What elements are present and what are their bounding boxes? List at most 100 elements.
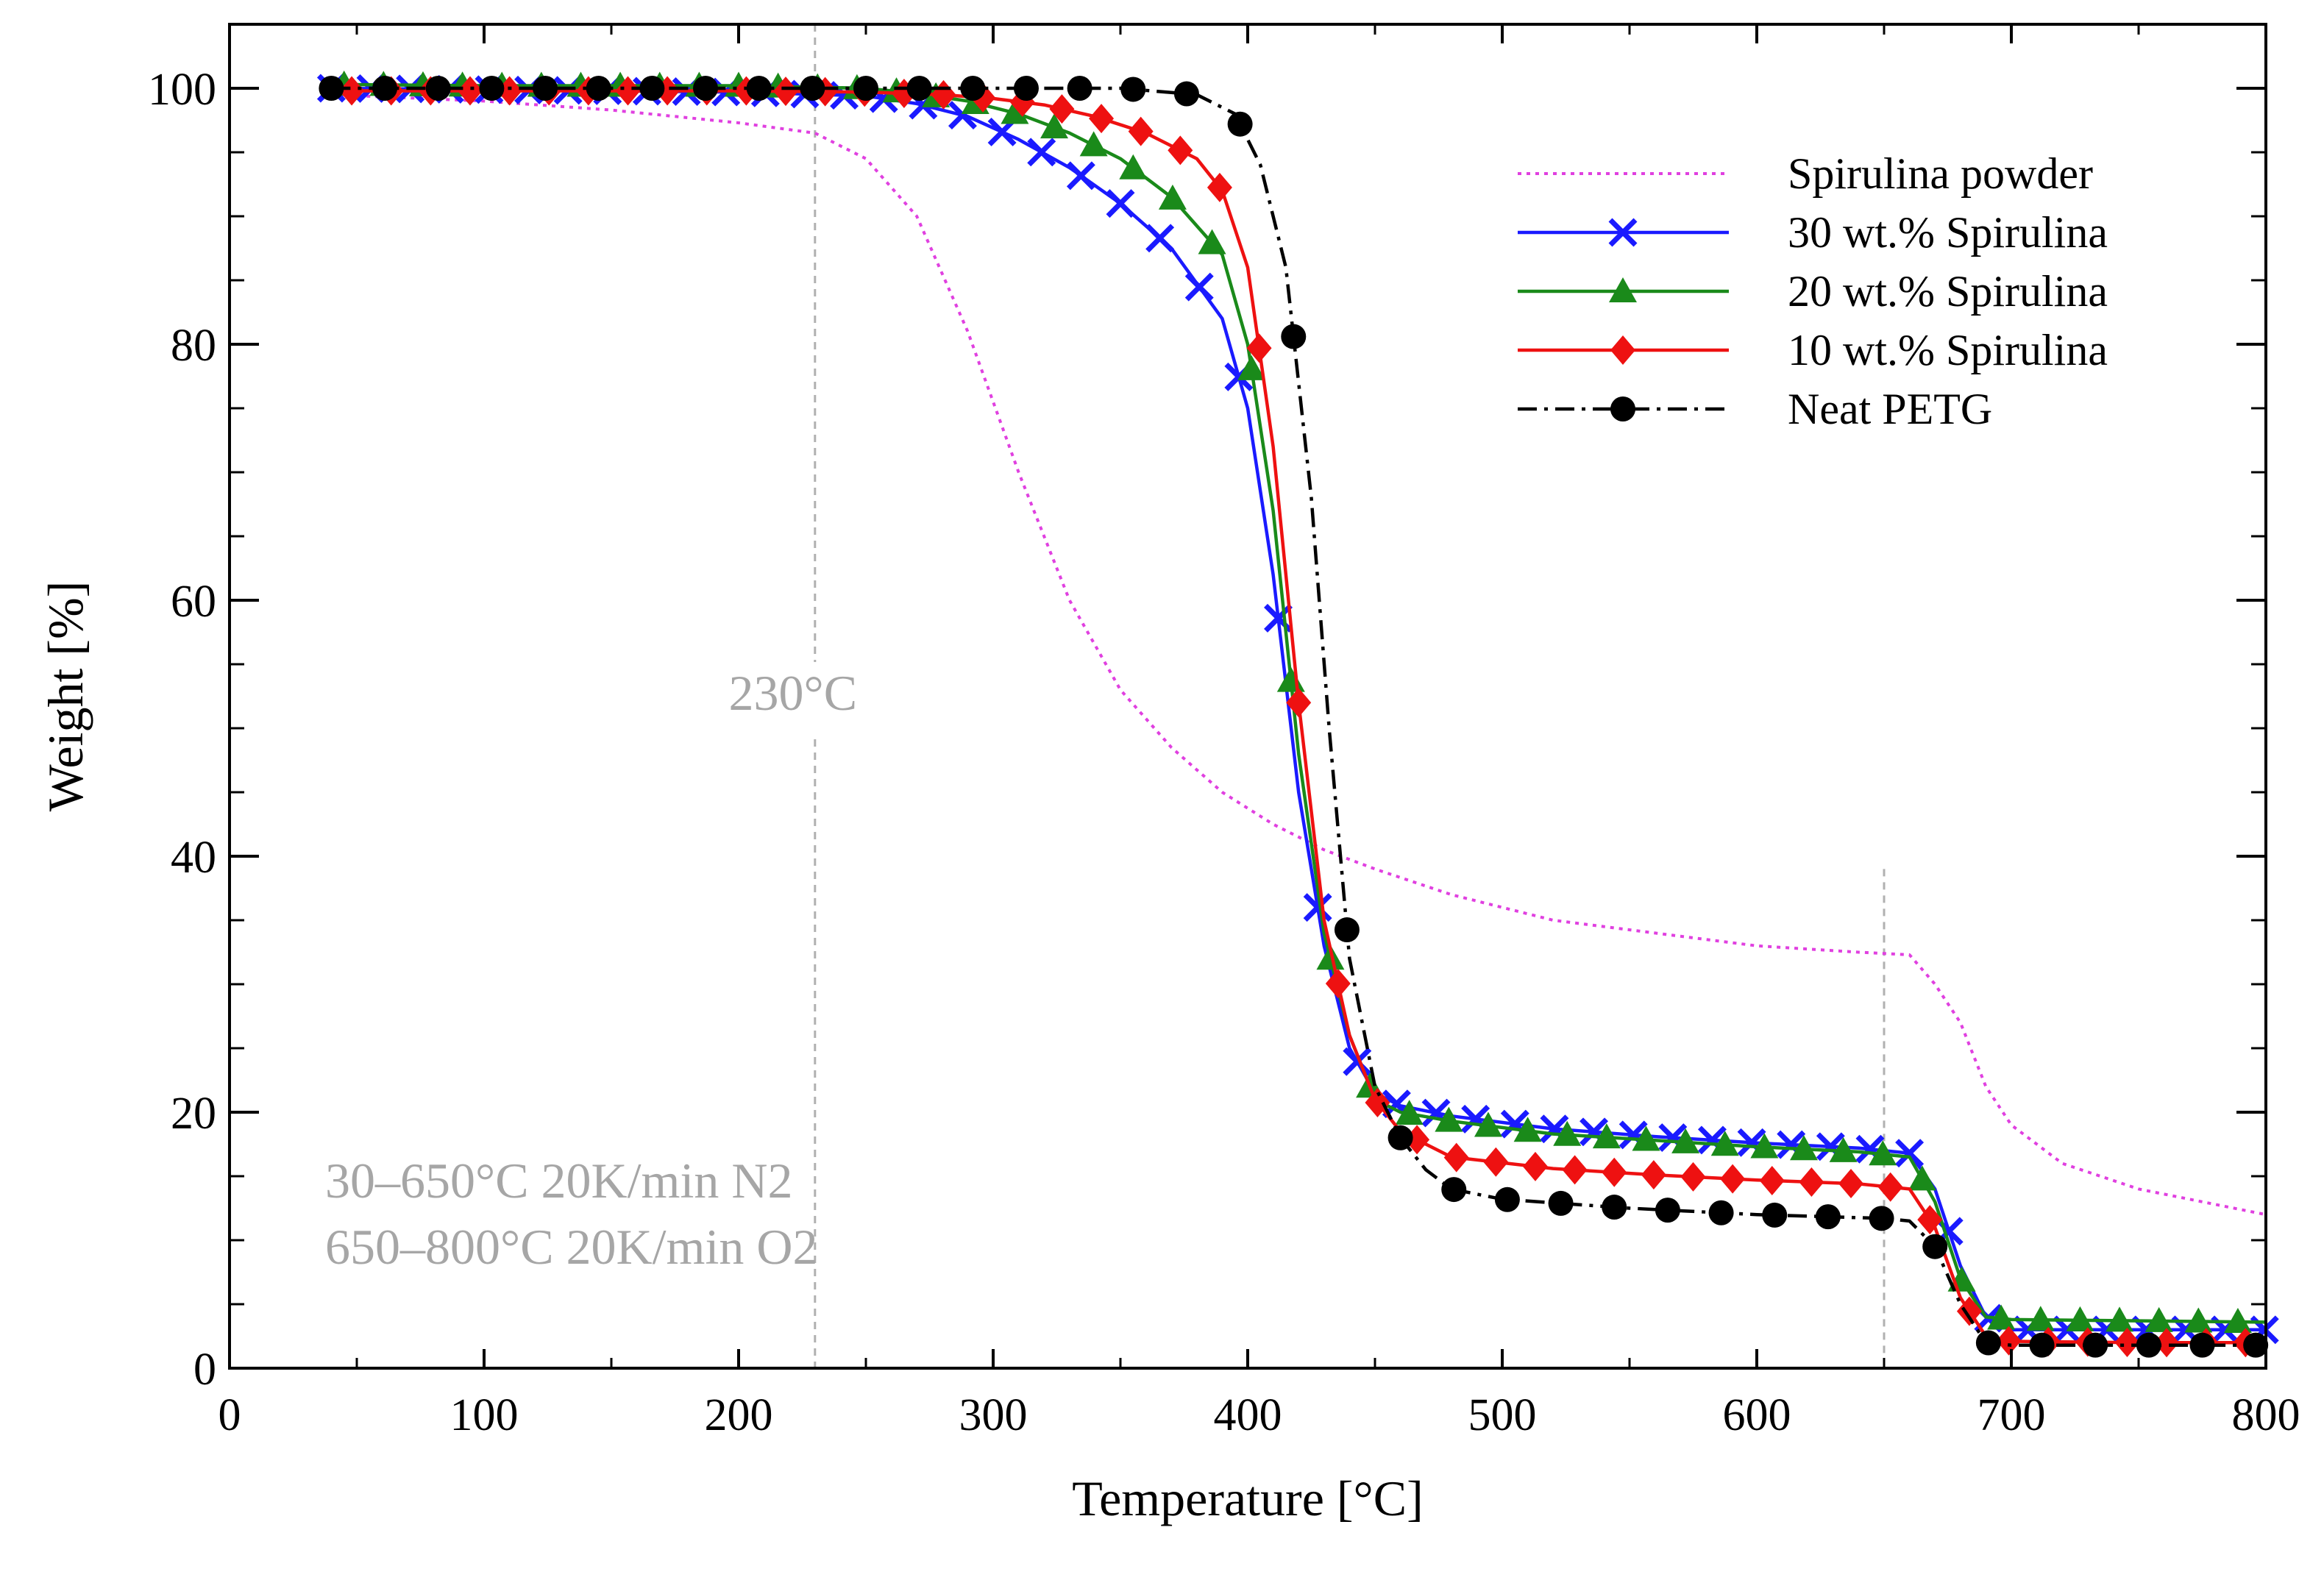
data-point-marker bbox=[1720, 1164, 1746, 1194]
x-tick-label: 200 bbox=[705, 1390, 773, 1440]
annotation-conditions-n2: 30–650°C 20K/min N2 bbox=[325, 1153, 792, 1209]
legend-label: 30 wt.% Spirulina bbox=[1788, 208, 2108, 257]
data-point-marker bbox=[906, 76, 932, 101]
annotation-230c-background bbox=[689, 662, 911, 736]
data-point-marker bbox=[533, 76, 558, 101]
data-point-marker bbox=[2083, 1332, 2108, 1358]
data-point-marker bbox=[1815, 1204, 1841, 1230]
y-tick-label: 40 bbox=[171, 833, 216, 883]
data-point-marker bbox=[1829, 1136, 1858, 1162]
y-tick-label: 60 bbox=[171, 577, 216, 627]
x-tick-label: 700 bbox=[1977, 1390, 2046, 1440]
data-point-marker bbox=[1128, 116, 1154, 146]
data-point-marker bbox=[339, 76, 365, 106]
legend-item: Spirulina powder bbox=[1518, 149, 2093, 198]
data-point-marker bbox=[1441, 1177, 1467, 1203]
data-point-marker bbox=[1956, 1296, 1982, 1326]
data-point-marker bbox=[1548, 1190, 1574, 1216]
series-4 bbox=[319, 76, 2269, 1358]
legend-marker bbox=[1608, 218, 1638, 247]
data-point-marker bbox=[773, 77, 799, 107]
data-point-marker bbox=[1246, 333, 1272, 363]
annotation-230c-box: 230°C bbox=[689, 662, 911, 736]
data-point-marker bbox=[1908, 1165, 1936, 1191]
data-point-marker bbox=[1671, 1128, 1700, 1153]
data-point-marker bbox=[931, 79, 956, 110]
data-point-marker bbox=[2184, 1307, 2213, 1333]
legend-label: 20 wt.% Spirulina bbox=[1788, 267, 2108, 316]
y-tick-label: 0 bbox=[193, 1345, 216, 1395]
data-point-marker bbox=[1443, 1142, 1469, 1173]
data-point-marker bbox=[960, 76, 986, 101]
data-point-marker bbox=[1522, 1151, 1548, 1181]
data-point-marker bbox=[479, 76, 505, 101]
data-point-marker bbox=[1286, 688, 1312, 718]
legend-marker bbox=[1610, 335, 1635, 365]
data-point-marker bbox=[1066, 161, 1095, 191]
data-point-marker bbox=[1237, 355, 1266, 380]
data-point-marker bbox=[1040, 113, 1069, 139]
data-point-marker bbox=[2026, 1306, 2055, 1331]
axis-ticks: 0 100 200 300 400 500 600 700 800 0 20 40 60 80 100 bbox=[148, 24, 2300, 1440]
y-tick-label: 100 bbox=[148, 65, 216, 115]
legend-label: 10 wt.% Spirulina bbox=[1788, 326, 2108, 374]
data-point-marker bbox=[1513, 1117, 1542, 1142]
data-point-marker bbox=[1395, 1100, 1424, 1125]
data-point-marker bbox=[1917, 1205, 1943, 1235]
series-layer bbox=[316, 70, 2279, 1358]
x-tick-label: 800 bbox=[2232, 1390, 2300, 1440]
data-point-marker bbox=[1343, 1047, 1372, 1076]
data-point-marker bbox=[2066, 1306, 2094, 1331]
data-point-marker bbox=[1602, 1157, 1627, 1187]
data-point-marker bbox=[970, 82, 996, 113]
data-point-marker bbox=[639, 76, 665, 101]
legend-label: Neat PETG bbox=[1788, 385, 1992, 433]
data-point-marker bbox=[425, 76, 451, 101]
data-point-marker bbox=[1049, 94, 1075, 124]
data-point-marker bbox=[2144, 1306, 2173, 1332]
data-point-marker bbox=[1089, 104, 1115, 134]
data-point-marker bbox=[1632, 1125, 1660, 1151]
data-point-marker bbox=[1207, 172, 1232, 202]
legend-marker bbox=[1610, 396, 1635, 421]
data-point-marker bbox=[1895, 1139, 1925, 1168]
series-line bbox=[331, 93, 2267, 1217]
data-point-marker bbox=[1173, 81, 1199, 107]
data-point-marker bbox=[1158, 184, 1187, 210]
legend-item: 20 wt.% Spirulina bbox=[1518, 267, 2108, 316]
data-point-marker bbox=[497, 76, 522, 106]
data-point-marker bbox=[2154, 1328, 2180, 1358]
data-point-marker bbox=[1869, 1206, 1894, 1231]
data-point-marker bbox=[1013, 76, 1039, 101]
data-point-marker bbox=[372, 76, 398, 101]
data-point-marker bbox=[1708, 1200, 1734, 1225]
data-point-marker bbox=[615, 76, 641, 106]
data-point-marker bbox=[1483, 1147, 1509, 1177]
data-point-marker bbox=[1120, 77, 1146, 102]
annotation-conditions-o2: 650–800°C 20K/min O2 bbox=[325, 1219, 817, 1275]
legend-label: Spirulina powder bbox=[1788, 149, 2093, 198]
data-point-marker bbox=[1922, 1234, 1948, 1259]
legend-marker bbox=[1609, 277, 1637, 302]
x-tick-label: 400 bbox=[1214, 1390, 1282, 1440]
x-tick-label: 0 bbox=[218, 1390, 241, 1440]
data-point-marker bbox=[1119, 154, 1148, 179]
data-point-marker bbox=[1168, 135, 1193, 166]
data-point-marker bbox=[1996, 1326, 2022, 1356]
data-point-marker bbox=[1562, 1155, 1588, 1185]
x-tick-label: 300 bbox=[959, 1390, 1028, 1440]
data-point-marker bbox=[457, 76, 483, 106]
data-point-marker bbox=[1276, 666, 1305, 692]
y-tick-label: 80 bbox=[171, 321, 216, 371]
data-point-marker bbox=[1145, 224, 1175, 253]
data-point-marker bbox=[1750, 1133, 1779, 1159]
data-point-marker bbox=[1494, 1186, 1520, 1212]
data-point-marker bbox=[1474, 1111, 1502, 1137]
reference-lines bbox=[814, 24, 1886, 1368]
data-point-marker bbox=[1762, 1202, 1788, 1228]
legend-item: Neat PETG bbox=[1518, 385, 1992, 433]
data-point-marker bbox=[1303, 893, 1332, 922]
data-point-marker bbox=[2114, 1328, 2140, 1358]
data-point-marker bbox=[1281, 324, 1307, 349]
